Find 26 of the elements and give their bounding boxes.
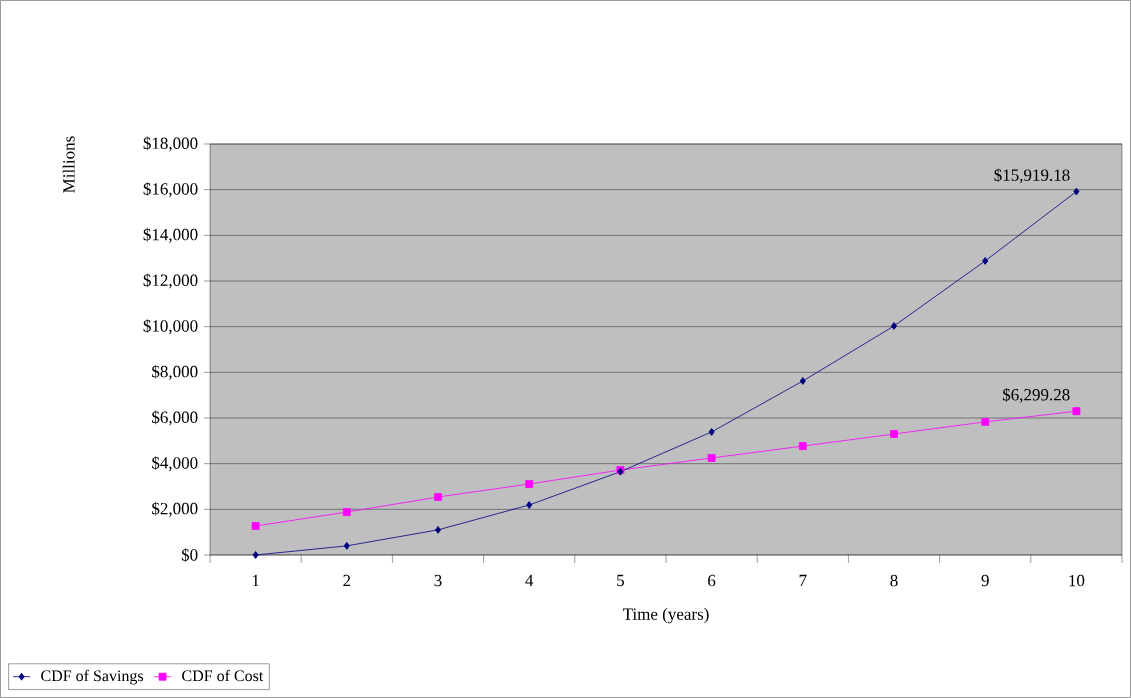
x-tick-label: 5 (617, 574, 624, 587)
legend-label: CDF of Savings (41, 669, 144, 685)
y-tick-label: $0 (181, 548, 198, 562)
y-tick-label: $2,000 (152, 501, 198, 517)
x-tick-label: 9 (981, 574, 989, 587)
y-tick-label: $12,000 (143, 273, 198, 289)
y-tick-label: $8,000 (152, 364, 198, 380)
y-tick-label: $18,000 (143, 136, 198, 152)
y-tick-label: $16,000 (143, 182, 198, 198)
x-tick-label: 8 (890, 574, 898, 587)
y-tick-label: $10,000 (143, 319, 198, 335)
x-tick-label: 6 (708, 574, 716, 587)
y-tick-label: $14,000 (143, 227, 198, 243)
annotation: $6,299.28 (1002, 388, 1070, 403)
y-tick-label: $4,000 (152, 456, 198, 472)
x-tick-label: 1 (252, 574, 259, 587)
x-tick-label: 2 (343, 574, 351, 587)
x-tick-label: 10 (1069, 574, 1085, 587)
x-tick-label: 4 (525, 574, 534, 587)
y-tick-label: $6,000 (152, 410, 198, 426)
annotation: $15,919.18 (994, 168, 1070, 184)
y-axis-title: Millions (62, 136, 75, 193)
x-tick-label: 3 (434, 574, 442, 587)
x-axis-title: Time (years) (622, 607, 709, 624)
x-tick-label: 7 (799, 574, 807, 586)
legend-label: CDF of Cost (182, 669, 264, 682)
